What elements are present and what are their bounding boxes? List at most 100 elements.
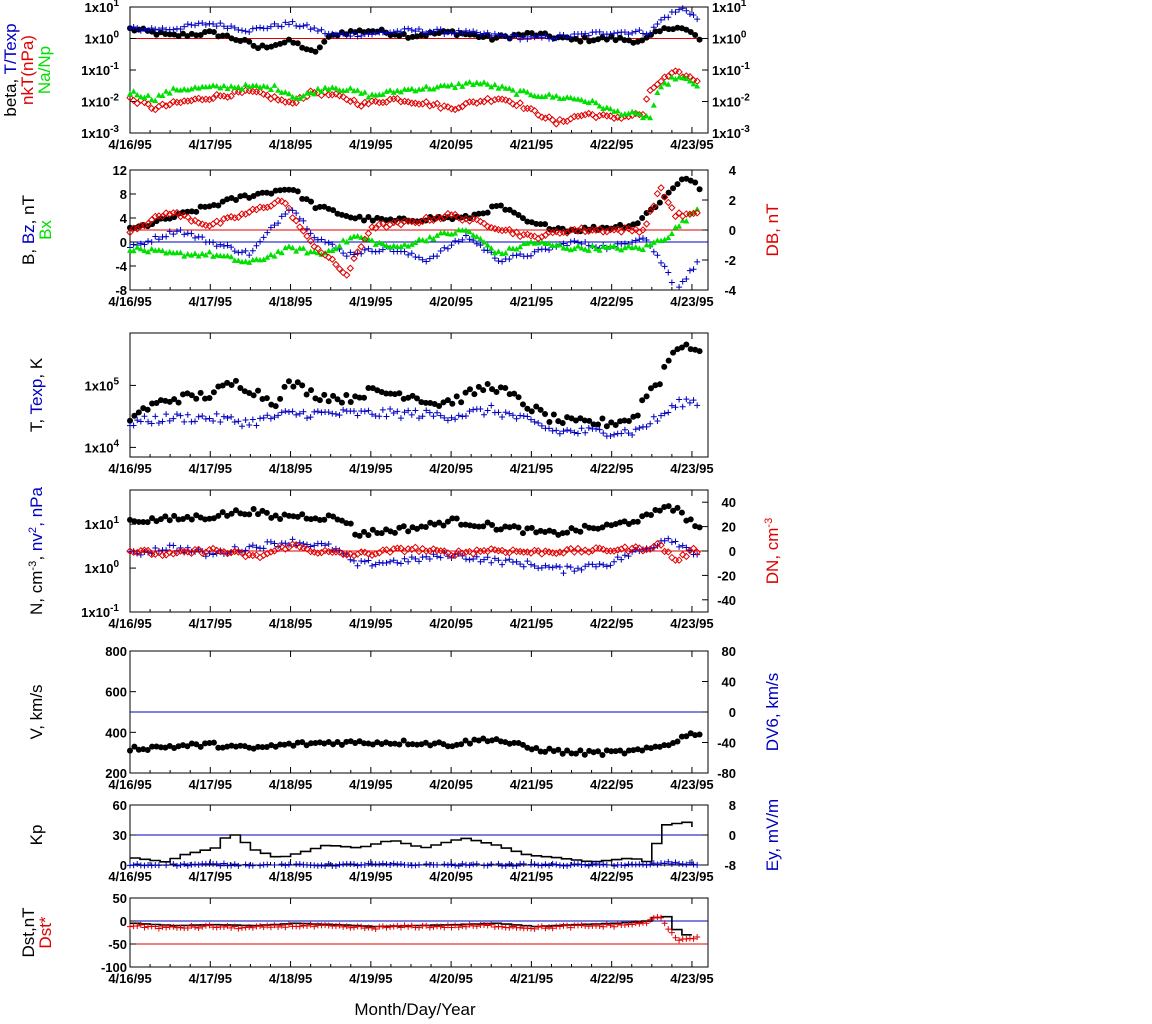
data-point: [466, 236, 473, 243]
x-tick-label: 4/20/95: [429, 616, 472, 631]
data-point: [686, 859, 693, 866]
data-point: [307, 230, 314, 237]
data-point: [314, 28, 321, 35]
data-point: [552, 227, 560, 236]
tick-exponent: 4: [113, 438, 119, 449]
data-point: [676, 396, 683, 403]
data-point: [509, 546, 517, 554]
data-point: [658, 914, 665, 921]
data-point: [322, 239, 329, 246]
data-point: [408, 554, 415, 561]
data-point: [441, 229, 448, 236]
data-point: [257, 862, 264, 869]
data-point: [369, 526, 376, 533]
data-point: [426, 102, 434, 110]
data-point: [296, 95, 303, 101]
data-point: [162, 513, 169, 520]
data-point: [674, 504, 681, 511]
data-point: [397, 88, 404, 95]
data-point: [224, 25, 231, 32]
data-point: [272, 512, 279, 519]
data-point: [184, 213, 192, 221]
data-point: [610, 547, 618, 555]
y-tick-label: 0: [120, 858, 127, 873]
series-ey: [127, 858, 701, 869]
data-point: [228, 862, 235, 869]
data-point: [354, 33, 361, 40]
data-point: [570, 548, 579, 556]
data-point: [210, 389, 217, 396]
data-point: [567, 94, 574, 101]
data-point: [195, 924, 202, 931]
data-point: [135, 409, 142, 416]
data-point: [643, 31, 650, 38]
data-point: [379, 29, 386, 36]
data-point: [220, 860, 227, 867]
data-point: [289, 244, 296, 251]
data-point: [668, 204, 676, 212]
data-point: [175, 516, 182, 523]
data-point: [613, 225, 622, 233]
tick-exponent: -1: [110, 603, 119, 614]
data-point: [426, 924, 433, 931]
data-point: [162, 30, 169, 37]
data-point: [394, 922, 401, 929]
data-point: [654, 861, 661, 868]
x-tick-label: 4/23/95: [670, 616, 713, 631]
x-tick-label: 4/17/95: [189, 137, 232, 152]
data-point: [303, 391, 310, 398]
data-point: [271, 414, 278, 421]
data-point: [390, 545, 398, 553]
data-point: [332, 923, 339, 930]
data-point: [206, 515, 213, 522]
data-point: [288, 99, 297, 107]
data-point: [289, 408, 296, 415]
data-point: [271, 922, 278, 929]
data-point: [356, 394, 363, 401]
data-point: [231, 24, 238, 31]
data-point: [469, 550, 477, 558]
data-point: [610, 114, 618, 122]
data-point: [390, 29, 397, 36]
data-point: [550, 411, 557, 418]
data-point: [455, 104, 463, 112]
data-point: [282, 19, 289, 26]
data-point: [293, 411, 300, 418]
data-point: [444, 518, 451, 525]
data-point: [130, 422, 137, 429]
data-point: [131, 412, 138, 419]
data-point: [636, 236, 643, 243]
data-point: [491, 924, 498, 931]
y-tick-label: -8: [115, 283, 127, 298]
data-point: [272, 187, 279, 194]
data-point: [145, 248, 152, 255]
data-point: [277, 516, 284, 523]
data-point: [210, 202, 217, 209]
data-point: [405, 741, 412, 748]
data-point: [338, 517, 345, 524]
data-point: [555, 746, 562, 753]
data-point: [488, 83, 495, 90]
data-point: [330, 741, 337, 748]
data-point: [462, 556, 469, 563]
data-point: [535, 32, 542, 39]
data-point: [488, 32, 495, 39]
data-point: [636, 27, 643, 34]
data-point: [278, 249, 285, 256]
data-point: [223, 214, 232, 222]
data-point: [241, 511, 248, 518]
data-point: [329, 247, 336, 253]
data-point: [242, 81, 249, 88]
data-point: [281, 199, 290, 208]
data-point: [383, 559, 390, 566]
data-point: [585, 548, 593, 556]
y-axis-label: Kp: [27, 825, 46, 846]
data-point: [595, 421, 602, 428]
data-point: [332, 245, 339, 252]
data-point: [144, 219, 152, 228]
data-point: [578, 425, 585, 432]
data-point: [303, 515, 310, 522]
data-point: [127, 747, 133, 754]
data-point: [593, 860, 600, 867]
data-point: [497, 738, 504, 745]
